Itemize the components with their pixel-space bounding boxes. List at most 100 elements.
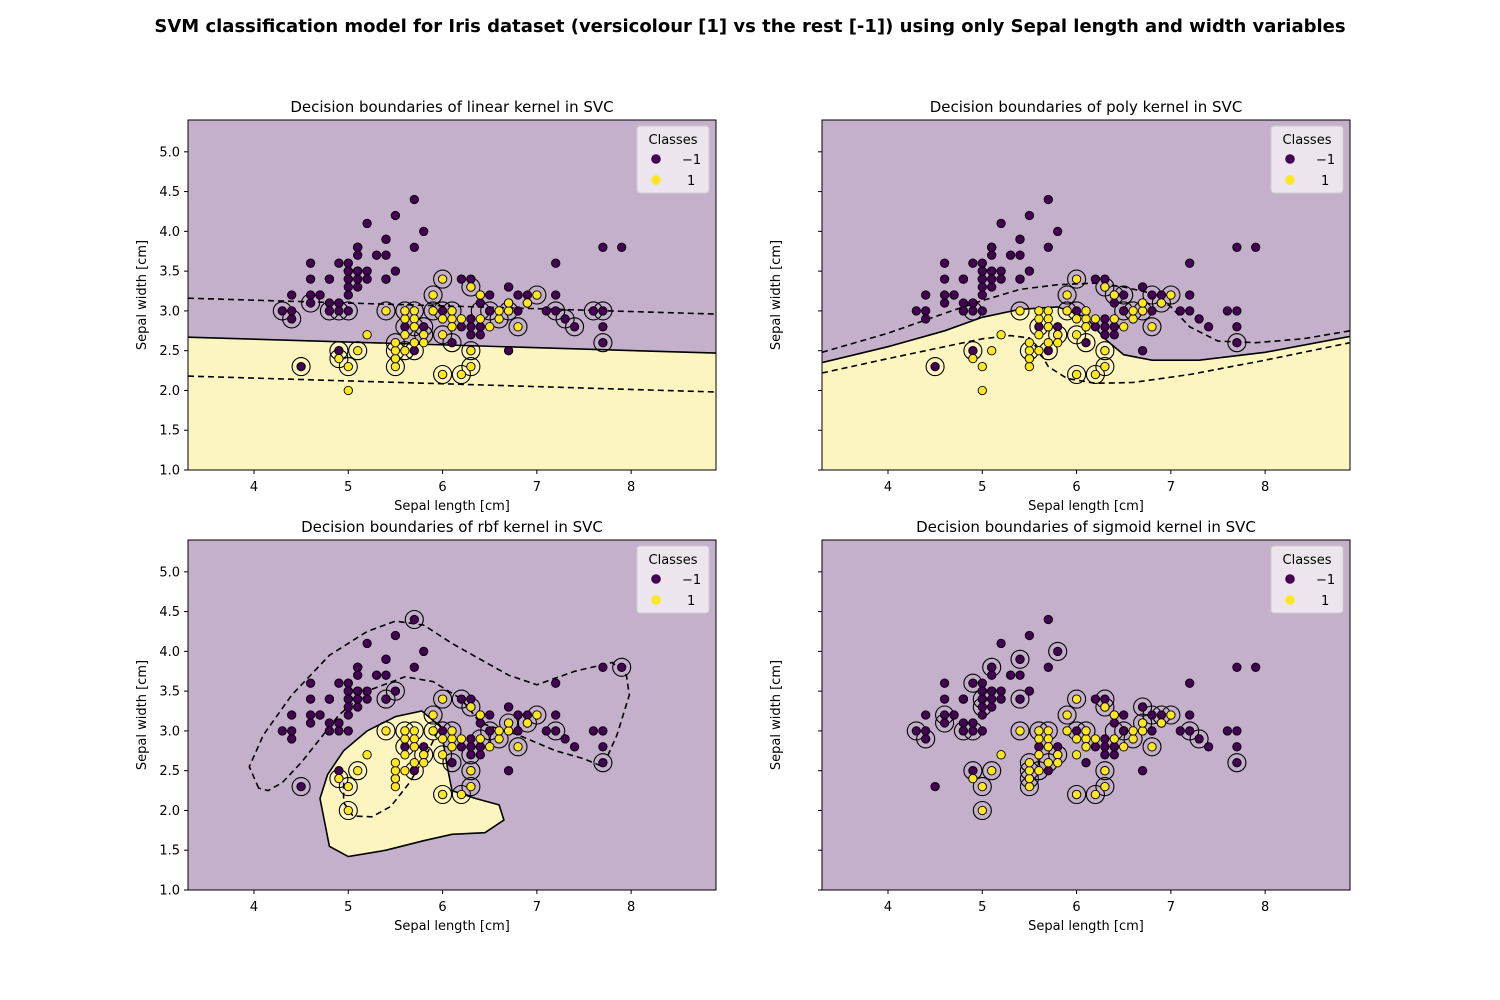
point-class-pos (419, 750, 429, 760)
point-class-neg (1015, 274, 1025, 284)
point-class-neg (324, 718, 335, 728)
point-class-neg (1185, 678, 1195, 688)
point-class-pos (447, 742, 457, 752)
point-class-pos (475, 734, 485, 744)
point-class-neg (1251, 242, 1261, 252)
point-class-neg (921, 734, 931, 744)
margin-lower (822, 334, 1350, 385)
point-class-neg (1015, 234, 1025, 244)
point-class-neg (305, 258, 316, 268)
point-class-pos (1090, 789, 1101, 800)
point-class-neg (939, 290, 950, 300)
x-tick-label: 8 (1261, 900, 1269, 915)
point-class-pos (1071, 274, 1082, 284)
point-class-neg (987, 662, 997, 672)
point-class-pos (409, 742, 419, 752)
point-class-neg (466, 694, 476, 704)
point-class-neg (939, 678, 950, 688)
point-class-pos (409, 314, 419, 324)
point-class-neg (977, 678, 987, 688)
point-class-pos (996, 750, 1006, 760)
point-class-pos (475, 314, 485, 324)
point-class-neg (353, 250, 363, 260)
x-tick-label: 4 (884, 480, 892, 495)
point-class-neg (1081, 338, 1091, 348)
support-vector-marker (423, 705, 443, 725)
point-class-pos (437, 789, 448, 800)
legend-marker-neg (1285, 154, 1295, 164)
axes-frame (187, 119, 717, 471)
point-class-neg (409, 346, 419, 356)
point-class-pos (409, 338, 419, 348)
point-class-neg (958, 274, 969, 284)
y-tick-label: 4.0 (159, 225, 180, 240)
point-class-neg (541, 306, 551, 316)
y-tick-label: 2.0 (159, 804, 180, 819)
y-tick-label: 1.0 (159, 884, 180, 899)
point-class-neg (1053, 646, 1063, 657)
point-class-neg (343, 686, 353, 696)
point-class-neg (324, 274, 335, 284)
point-class-neg (409, 662, 419, 672)
point-class-neg (353, 662, 363, 672)
support-vector-marker (338, 357, 358, 377)
point-class-pos (400, 726, 410, 736)
point-class-neg (334, 718, 344, 728)
point-class-pos (1081, 734, 1091, 744)
axes-frame (821, 539, 1351, 891)
point-class-neg (930, 361, 940, 372)
support-vector-marker (442, 753, 462, 773)
subplot-title: Decision boundaries of rbf kernel in SVC (301, 518, 603, 536)
point-class-pos (1024, 361, 1035, 372)
point-class-neg (1090, 694, 1101, 704)
point-class-neg (1232, 322, 1242, 332)
support-vector-marker (451, 784, 471, 805)
point-class-neg (503, 282, 514, 292)
point-class-pos (334, 773, 344, 784)
point-class-pos (1109, 314, 1119, 324)
point-class-pos (466, 361, 476, 372)
point-class-neg (1053, 226, 1063, 237)
point-class-pos (390, 781, 401, 792)
point-class-neg (437, 306, 448, 316)
point-class-neg (977, 290, 987, 300)
point-class-neg (1232, 242, 1242, 252)
legend-marker-pos (651, 175, 661, 185)
point-class-pos (1024, 338, 1035, 348)
point-class-neg (456, 322, 467, 332)
point-class-neg (1100, 734, 1110, 744)
point-class-neg (381, 274, 391, 284)
point-class-neg (334, 766, 344, 776)
point-class-neg (400, 742, 410, 752)
background-region-neg (822, 540, 1350, 890)
point-class-neg (977, 306, 987, 316)
point-class-neg (1100, 274, 1110, 284)
point-class-neg (503, 346, 514, 356)
point-class-neg (1147, 290, 1157, 300)
point-class-neg (343, 678, 353, 688)
support-vector-marker (338, 777, 358, 797)
point-class-pos (1081, 314, 1091, 324)
point-class-neg (1194, 734, 1204, 744)
point-class-neg (949, 710, 959, 720)
point-class-pos (532, 710, 542, 720)
point-class-pos (390, 758, 401, 768)
support-vector-marker (1076, 333, 1096, 353)
point-class-neg (1185, 290, 1195, 300)
support-vector-marker (1010, 649, 1030, 669)
point-class-neg (996, 694, 1006, 704)
point-class-pos (1166, 710, 1176, 720)
point-class-pos (1053, 338, 1063, 348)
point-class-neg (305, 678, 316, 688)
legend-label-pos: 1 (687, 594, 695, 609)
x-tick-label: 4 (884, 900, 892, 915)
point-class-neg (1137, 766, 1148, 776)
point-class-neg (1071, 306, 1082, 316)
point-class-pos (1024, 781, 1035, 792)
point-class-pos (1071, 314, 1082, 324)
point-class-pos (987, 766, 997, 776)
point-class-neg (513, 290, 523, 300)
y-tick-label: 3.5 (159, 685, 180, 700)
x-axis-label: Sepal length [cm] (394, 499, 510, 514)
legend: Classes −1 1 (636, 125, 710, 194)
